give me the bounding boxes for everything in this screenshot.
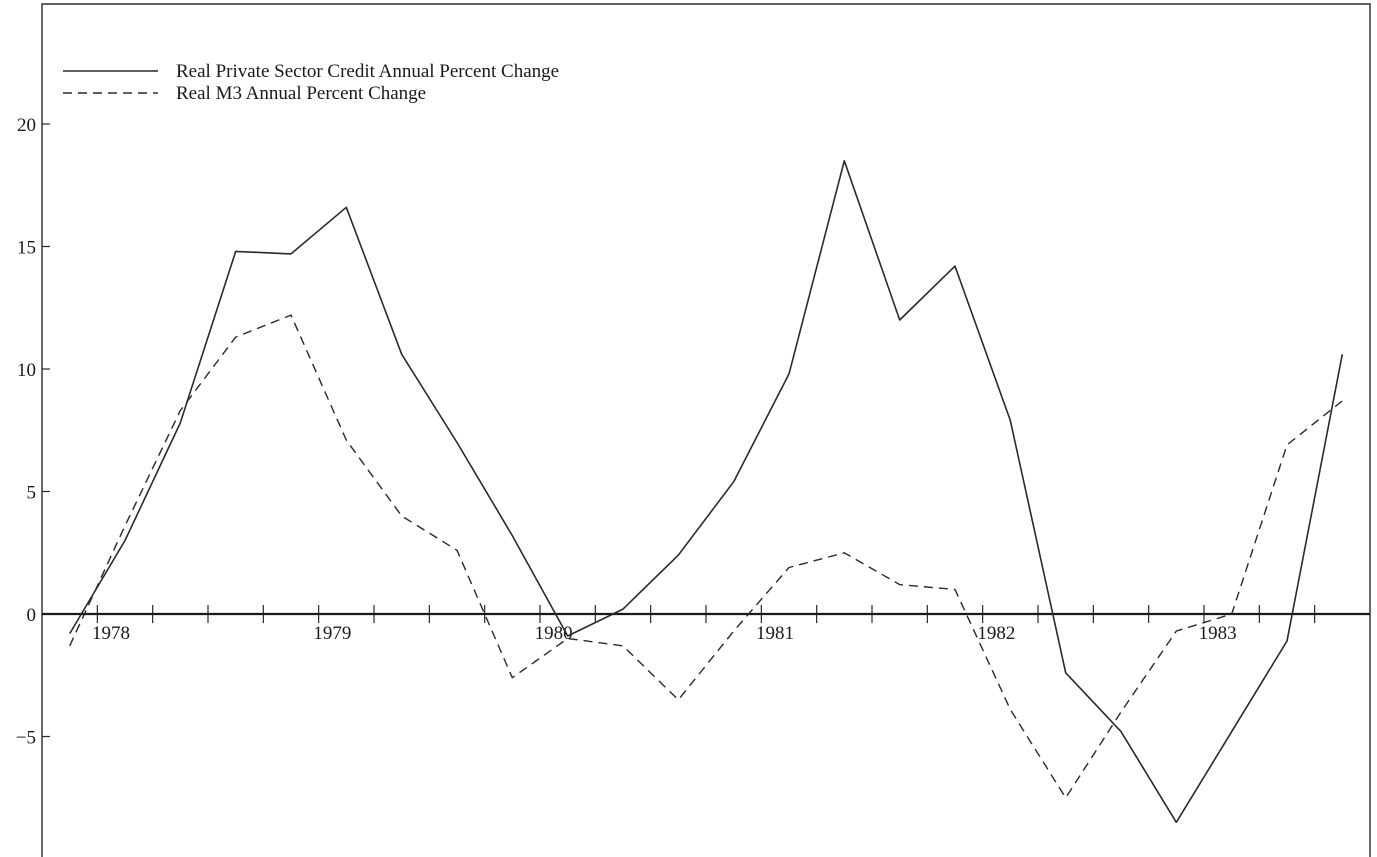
legend-label-m3: Real M3 Annual Percent Change <box>176 83 426 104</box>
y-tick-label: 0 <box>27 605 37 626</box>
legend: Real Private Sector Credit Annual Percen… <box>63 61 559 104</box>
plot-frame <box>41 3 1371 857</box>
series-layer <box>69 160 1344 824</box>
x-tick-label: 1978 <box>92 623 130 644</box>
x-tick-label: 1982 <box>977 623 1015 644</box>
legend-label-credit: Real Private Sector Credit Annual Percen… <box>176 61 559 82</box>
y-tick-label: 15 <box>17 238 36 259</box>
x-tick-label: 1981 <box>756 623 794 644</box>
series-line-credit <box>69 160 1344 824</box>
x-tick-label: 1979 <box>313 623 351 644</box>
x-tick-label: 1983 <box>1199 623 1237 644</box>
y-tick-label: 20 <box>17 115 36 136</box>
y-tick-label: 5 <box>27 483 37 504</box>
y-tick-label: 10 <box>17 360 36 381</box>
y-axis: 20 15 10 5 0 −5 <box>16 115 50 749</box>
y-tick-label: −5 <box>16 728 36 749</box>
